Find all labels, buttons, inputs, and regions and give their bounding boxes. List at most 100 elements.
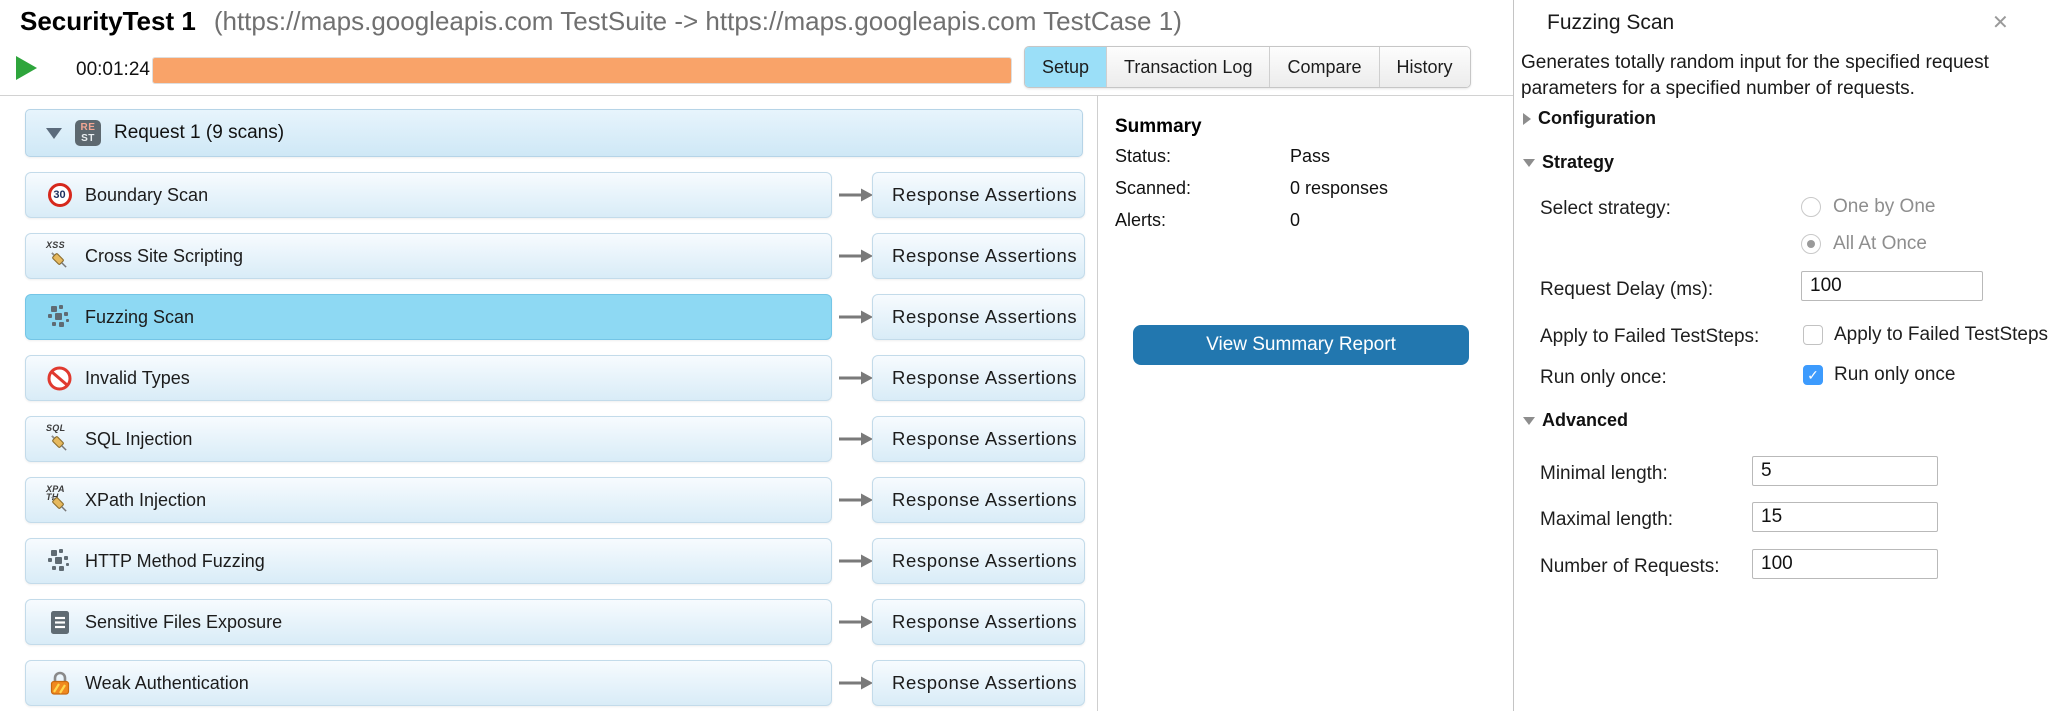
radio-icon[interactable] [1801, 234, 1821, 254]
scan-label: Weak Authentication [85, 672, 249, 693]
scan-item[interactable]: Weak Authentication [25, 660, 832, 706]
scan-description-line2: parameters for a specified number of req… [1521, 78, 1915, 99]
response-assertions-button[interactable]: Response Assertions [872, 660, 1085, 706]
scan-item[interactable]: HTTP Method Fuzzing [25, 538, 832, 584]
arrow-right-icon [839, 371, 873, 385]
response-assertions-label: Response Assertions [892, 489, 1078, 510]
request-delay-input[interactable] [1801, 271, 1983, 301]
document-icon [46, 609, 73, 636]
minimal-length-label: Minimal length: [1540, 463, 1668, 484]
triangle-down-icon[interactable] [46, 127, 62, 139]
radio-all-at-once[interactable]: All At Once [1801, 233, 1927, 255]
arrow-right-icon [839, 554, 873, 568]
scan-item[interactable]: XSS Cross Site Scripting [25, 233, 832, 279]
summary-scanned-row: Scanned: 0 responses [1115, 178, 1389, 198]
scan-item[interactable]: Fuzzing Scan [25, 294, 832, 340]
section-advanced[interactable]: Advanced [1523, 410, 1628, 431]
progress-bar [152, 57, 1012, 84]
apply-failed-label: Apply to Failed TestSteps: [1540, 326, 1760, 347]
scan-item[interactable]: SQL SQL Injection [25, 416, 832, 462]
response-assertions-button[interactable]: Response Assertions [872, 599, 1085, 645]
divider [1097, 95, 1098, 711]
inspector-title: Fuzzing Scan [1547, 11, 1675, 34]
response-assertions-button[interactable]: Response Assertions [872, 355, 1085, 401]
arrow-right-icon [839, 249, 873, 263]
progress-fill [153, 58, 1011, 83]
checkbox-icon[interactable]: ✓ [1803, 365, 1823, 385]
minimal-length-input[interactable] [1752, 456, 1938, 486]
tab-transaction-log[interactable]: Transaction Log [1107, 47, 1271, 87]
arrow-right-icon [839, 615, 873, 629]
triangle-right-icon [1523, 112, 1531, 125]
arrow-right-icon [839, 432, 873, 446]
arrow-right-icon [839, 493, 873, 507]
number-of-requests-label: Number of Requests: [1540, 556, 1720, 577]
summary-status-row: Status: Pass [1115, 146, 1331, 166]
scan-label: Fuzzing Scan [85, 306, 195, 327]
scan-row: XPA TH XPath Injection Response Assertio… [0, 477, 1100, 523]
run-once-label: Run only once: [1540, 367, 1667, 388]
radio-one-by-one[interactable]: One by One [1801, 196, 1935, 218]
arrow-right-icon [839, 188, 873, 202]
xss-syringe-icon: XSS [46, 240, 73, 270]
response-assertions-label: Response Assertions [892, 245, 1078, 266]
response-assertions-button[interactable]: Response Assertions [872, 233, 1085, 279]
scan-label: Cross Site Scripting [85, 245, 244, 266]
request-group-label: Request 1 (9 scans) [114, 122, 285, 143]
scan-row: HTTP Method Fuzzing Response Assertions [0, 538, 1100, 584]
timer: 00:01:24 [76, 59, 150, 80]
maximal-length-label: Maximal length: [1540, 509, 1674, 530]
request-group-header[interactable]: RE ST Request 1 (9 scans) [25, 109, 1083, 157]
scan-row: Invalid Types Response Assertions [0, 355, 1100, 401]
tab-compare[interactable]: Compare [1270, 47, 1380, 87]
checkbox-icon[interactable] [1803, 325, 1823, 345]
request-delay-label: Request Delay (ms): [1540, 279, 1714, 300]
scan-item[interactable]: Sensitive Files Exposure [25, 599, 832, 645]
scan-label: Boundary Scan [85, 184, 209, 205]
sql-syringe-icon: SQL [46, 423, 73, 453]
maximal-length-input[interactable] [1752, 502, 1938, 532]
response-assertions-label: Response Assertions [892, 306, 1078, 327]
run-once-checkbox-row: ✓ Run only once [1803, 364, 1955, 386]
rest-request-icon: RE ST [75, 120, 101, 146]
scan-item[interactable]: 30 Boundary Scan [25, 172, 832, 218]
section-configuration[interactable]: Configuration [1523, 108, 1656, 129]
response-assertions-label: Response Assertions [892, 672, 1078, 693]
scan-row: 30 Boundary Scan Response Assertions [0, 172, 1100, 218]
response-assertions-button[interactable]: Response Assertions [872, 294, 1085, 340]
response-assertions-label: Response Assertions [892, 184, 1078, 205]
divider [0, 95, 1513, 96]
response-assertions-label: Response Assertions [892, 611, 1078, 632]
response-assertions-button[interactable]: Response Assertions [872, 416, 1085, 462]
padlock-icon [46, 670, 73, 697]
close-icon[interactable]: ✕ [1992, 12, 2009, 34]
tab-history[interactable]: History [1379, 47, 1470, 87]
triangle-down-icon [1523, 416, 1535, 425]
scan-label: XPath Injection [85, 489, 207, 510]
scan-description-line1: Generates totally random input for the s… [1521, 52, 1989, 73]
view-summary-report-button[interactable]: View Summary Report [1133, 325, 1469, 365]
scan-item[interactable]: XPA TH XPath Injection [25, 477, 832, 523]
apply-failed-checkbox-row: Apply to Failed TestSteps [1803, 324, 2048, 346]
section-strategy[interactable]: Strategy [1523, 152, 1614, 173]
tab-setup[interactable]: Setup [1025, 47, 1108, 87]
summary-alerts-row: Alerts: 0 [1115, 210, 1301, 230]
radio-icon[interactable] [1801, 197, 1821, 217]
scan-label: HTTP Method Fuzzing [85, 550, 265, 571]
test-path: (https://maps.googleapis.com TestSuite -… [213, 6, 1182, 36]
divider [1513, 0, 1514, 711]
scan-row: Fuzzing Scan Response Assertions [0, 294, 1100, 340]
scan-row: SQL SQL Injection Response Assertions [0, 416, 1100, 462]
response-assertions-button[interactable]: Response Assertions [872, 538, 1085, 584]
scan-row: Sensitive Files Exposure Response Assert… [0, 599, 1100, 645]
number-of-requests-input[interactable] [1752, 549, 1938, 579]
summary-title: Summary [1115, 116, 1202, 137]
play-button-icon[interactable] [14, 55, 38, 81]
response-assertions-button[interactable]: Response Assertions [872, 172, 1085, 218]
scan-inspector-panel: Fuzzing Scan ✕ Generates totally random … [1514, 0, 2048, 711]
tab-bar: Setup Transaction Log Compare History [1024, 46, 1471, 88]
arrow-right-icon [839, 676, 873, 690]
scan-item[interactable]: Invalid Types [25, 355, 832, 401]
response-assertions-button[interactable]: Response Assertions [872, 477, 1085, 523]
